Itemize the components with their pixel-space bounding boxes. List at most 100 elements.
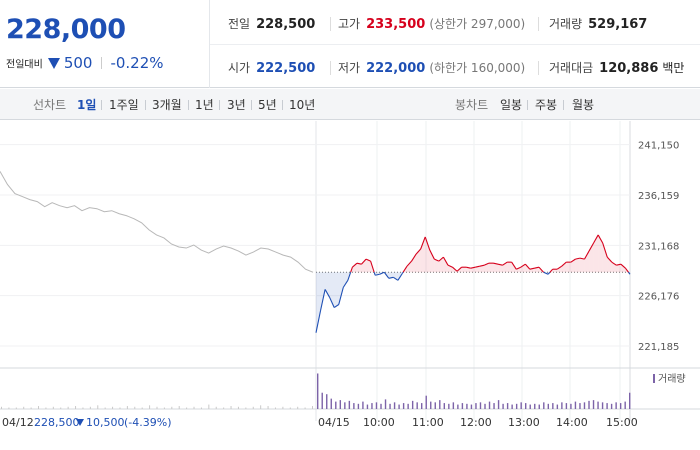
volume-bar	[149, 405, 151, 409]
price-area-up	[438, 257, 444, 273]
price-line-up	[415, 248, 422, 255]
period-3y-tab[interactable]: 3년	[227, 98, 246, 112]
price-line-up	[516, 266, 522, 270]
price-line-up	[593, 234, 599, 244]
volume-bar	[538, 404, 540, 409]
price-summary: 228,000 전일대비 500 -0.22%	[0, 0, 210, 88]
price-area-up	[598, 234, 603, 273]
price-area-down	[334, 272, 339, 308]
price-line-up	[442, 256, 449, 266]
y-tick-label: 231,168	[638, 241, 679, 252]
price-area-up	[479, 265, 485, 273]
price-line-up	[625, 267, 629, 273]
candle-daily-tab[interactable]: 일봉	[500, 98, 523, 112]
divider	[251, 100, 252, 110]
volume-bar	[552, 403, 554, 409]
price-area-up	[616, 264, 621, 273]
price-line-up	[452, 266, 458, 272]
volume-bar	[215, 406, 217, 409]
divider	[330, 61, 331, 75]
period-3m-tab[interactable]: 3개월	[152, 98, 182, 112]
period-1w-tab[interactable]: 1주일	[109, 98, 139, 112]
volume-bar	[274, 407, 276, 409]
price-area-up	[493, 263, 499, 273]
volume-bar	[466, 403, 468, 409]
volume-bar	[252, 406, 254, 409]
candle-monthly-tab[interactable]: 월봉	[572, 98, 595, 112]
price-line-up	[602, 242, 608, 258]
price-line-down	[338, 287, 344, 305]
volume-bar	[488, 401, 491, 409]
stat-value: 529,167	[588, 17, 648, 32]
volume-bar	[624, 401, 626, 409]
price-area-up	[620, 264, 626, 273]
quote-header: 228,000 전일대비 500 -0.22% 전일 228,500 고가 233,…	[0, 0, 700, 88]
candle-weekly-tab[interactable]: 주봉	[535, 98, 558, 112]
period-selector-bar: 선차트 1일 1주일 3개월 1년 3년 5년 10년 봉차트 일봉 주봉 월봉	[0, 89, 700, 120]
prev-close-label: 228,500	[34, 416, 80, 429]
volume-bar	[141, 407, 143, 409]
divider	[282, 100, 283, 110]
volume-bar	[30, 407, 32, 409]
volume-bar	[112, 406, 114, 409]
price-area-down	[343, 272, 348, 288]
stat-trade-value: 거래대금 120,886 백만	[549, 59, 684, 76]
price-line-up	[584, 250, 590, 260]
price-area-up	[488, 263, 494, 273]
price-line-up	[597, 234, 604, 244]
time-label: 11:00	[412, 416, 444, 429]
price-line-up	[570, 258, 576, 263]
volume-bar	[230, 406, 232, 409]
price-line-up	[529, 267, 535, 270]
price-line-up	[370, 260, 375, 273]
volume-bar	[619, 403, 622, 409]
volume-bar	[15, 407, 17, 409]
time-label: 14:00	[556, 416, 588, 429]
period-10y-tab[interactable]: 10년	[289, 98, 316, 112]
volume-bar	[45, 407, 47, 409]
y-tick-label: 241,150	[638, 141, 679, 152]
volume-bar	[67, 406, 69, 409]
price-area-up	[475, 266, 480, 273]
price-area-up	[484, 263, 489, 273]
lower-limit: (하한가 160,000)	[429, 61, 526, 75]
volume-bar	[411, 400, 414, 409]
price-area-up	[584, 251, 590, 273]
volume-bar	[457, 404, 459, 409]
volume-bar	[237, 406, 239, 409]
price-area-up	[507, 262, 512, 273]
price-area-up	[593, 234, 599, 273]
period-5y-tab[interactable]: 5년	[258, 98, 277, 112]
volume-bar	[75, 406, 77, 409]
price-line-up	[434, 258, 440, 262]
price-area-up	[361, 259, 367, 273]
price-line-up	[497, 263, 503, 266]
period-1d-tab[interactable]: 1일	[77, 98, 97, 112]
change-label: 전일대비	[6, 59, 43, 71]
stat-open: 시가 222,500	[228, 59, 315, 76]
price-line-down	[628, 271, 631, 275]
price-line-up	[549, 268, 554, 273]
prev-change-rate: (-4.39%)	[124, 416, 172, 429]
price-area-up	[557, 266, 562, 273]
price-line-up	[561, 261, 567, 267]
price-area-down	[338, 272, 344, 305]
volume-legend-swatch	[653, 374, 655, 383]
volume-bar	[475, 403, 477, 409]
down-arrow-icon	[48, 57, 61, 69]
price-area-up	[352, 263, 357, 273]
price-area-up	[420, 236, 426, 273]
divider	[188, 100, 189, 110]
price-chart[interactable]: 241,150 236,159 231,168 226,176 221,185 거래량 04…	[0, 121, 700, 450]
candle-chart-label: 봉차트	[455, 98, 489, 112]
price-line-up	[502, 261, 508, 266]
price-area-up	[366, 259, 371, 273]
volume-bar	[348, 400, 351, 409]
price-line-up	[350, 267, 353, 273]
stat-label: 저가	[338, 61, 361, 75]
price-line-up	[484, 262, 490, 266]
period-1y-tab[interactable]: 1년	[195, 98, 214, 112]
price-line-up	[429, 249, 435, 260]
volume-bar	[588, 400, 590, 409]
price-line-down	[373, 272, 376, 276]
